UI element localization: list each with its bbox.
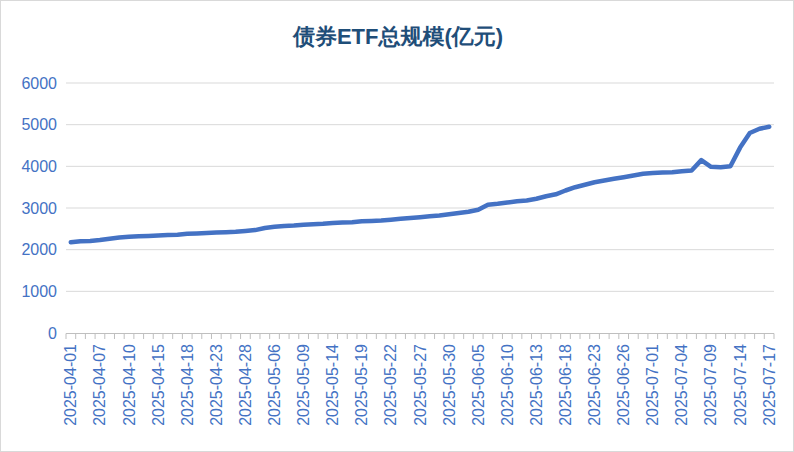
data-series bbox=[71, 127, 769, 242]
x-axis-tick-label: 2025-06-05 bbox=[470, 344, 487, 426]
x-axis-tick-label: 2025-07-04 bbox=[673, 344, 690, 426]
x-axis-tick-label: 2025-06-13 bbox=[528, 344, 545, 426]
x-axis-tick-label: 2025-06-26 bbox=[615, 344, 632, 426]
y-axis-tick-label: 0 bbox=[48, 325, 57, 342]
data-series-line bbox=[71, 127, 769, 242]
x-axis-tick-label: 2025-04-18 bbox=[179, 344, 196, 426]
x-axis-tick-label: 2025-04-23 bbox=[208, 344, 225, 426]
y-axis-tick-label: 1000 bbox=[21, 283, 57, 300]
x-axis-tick-label: 2025-06-18 bbox=[557, 344, 574, 426]
y-axis-tick-label: 6000 bbox=[21, 75, 57, 92]
x-axis-tick-label: 2025-05-27 bbox=[412, 344, 429, 426]
chart-title: 债券ETF总规模(亿元) bbox=[292, 24, 503, 49]
x-axis-tick-label: 2025-07-14 bbox=[732, 344, 749, 426]
x-axis-tick-label: 2025-05-06 bbox=[266, 344, 283, 426]
x-axis-tick-label: 2025-05-22 bbox=[382, 344, 399, 426]
x-axis-tick-label: 2025-05-19 bbox=[353, 344, 370, 426]
axes bbox=[66, 334, 774, 340]
x-axis-tick-label: 2025-05-30 bbox=[441, 344, 458, 426]
y-axis-tick-label: 5000 bbox=[21, 116, 57, 133]
x-axis-tick-label: 2025-05-09 bbox=[295, 344, 312, 426]
x-axis-tick-label: 2025-04-10 bbox=[121, 344, 138, 426]
x-axis-tick-label: 2025-05-14 bbox=[324, 344, 341, 426]
x-axis-tick-label: 2025-04-15 bbox=[150, 344, 167, 426]
y-axis-tick-label: 2000 bbox=[21, 241, 57, 258]
x-axis-tick-label: 2025-06-23 bbox=[586, 344, 603, 426]
y-axis-labels: 0 1000 2000 3000 4000 5000 6000 bbox=[21, 75, 57, 342]
gridlines bbox=[66, 83, 774, 291]
y-axis-tick-label: 3000 bbox=[21, 200, 57, 217]
x-axis-tick-label: 2025-07-09 bbox=[702, 344, 719, 426]
y-axis-tick-label: 4000 bbox=[21, 158, 57, 175]
x-axis-tick-label: 2025-04-01 bbox=[62, 344, 79, 426]
x-axis-tick-label: 2025-07-17 bbox=[761, 344, 778, 426]
x-axis-tick-label: 2025-04-07 bbox=[91, 344, 108, 426]
line-chart: 0100020003000400050006000 2025-04-012025… bbox=[1, 1, 794, 452]
x-axis-tick-label: 2025-07-01 bbox=[644, 344, 661, 426]
chart-container: 0100020003000400050006000 2025-04-012025… bbox=[0, 0, 794, 452]
x-axis-tick-label: 2025-06-10 bbox=[499, 344, 516, 426]
x-axis-tick-label: 2025-04-28 bbox=[237, 344, 254, 426]
x-axis-labels: 2025-04-01 2025-04-07 2025-04-10 2025-04-15… bbox=[62, 344, 777, 426]
